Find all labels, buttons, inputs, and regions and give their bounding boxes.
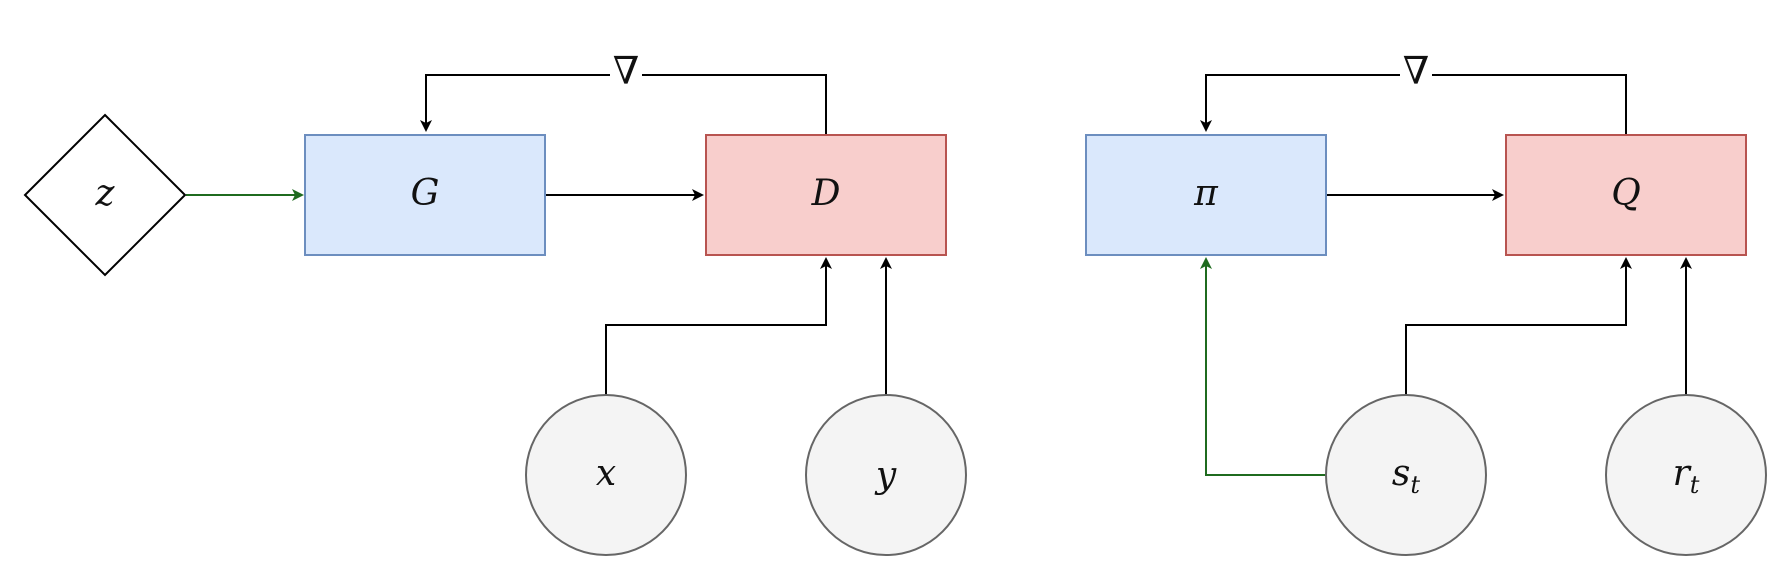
edge-gradient-d-to-g: [426, 74, 827, 134]
edge-gradient-q-to-pi: [1206, 74, 1627, 134]
generator-node: G: [304, 134, 546, 256]
reward-node: rt: [1605, 394, 1767, 556]
edge-state-to-pi: [1200, 257, 1326, 476]
latent-z-label: z: [95, 173, 116, 214]
policy-box: [1085, 134, 1327, 256]
input-y-label: y: [874, 455, 897, 496]
reward-circle: [1605, 394, 1767, 556]
input-y-node: y: [805, 394, 967, 556]
input-x-circle: [525, 394, 687, 556]
reward-label-base: r: [1673, 453, 1692, 494]
generator-box: [304, 134, 546, 256]
discriminator-node: D: [705, 134, 947, 256]
state-node: st: [1325, 394, 1487, 556]
rl-gradient-symbol: ∇: [1403, 49, 1430, 93]
gan-diagram: z G D x y ∇: [23, 49, 967, 556]
state-label: st: [1392, 453, 1420, 499]
generator-label: G: [411, 173, 440, 214]
edge-x-to-d: [605, 257, 832, 395]
state-label-base: s: [1392, 453, 1410, 494]
input-x-node: x: [525, 394, 687, 556]
latent-z-node: z: [23, 113, 187, 277]
gan-gradient-symbol: ∇: [613, 49, 640, 93]
reward-label-subscript: t: [1690, 471, 1700, 499]
critic-box: [1505, 134, 1747, 256]
discriminator-label: D: [811, 173, 841, 214]
state-circle: [1325, 394, 1487, 556]
latent-z-diamond: [23, 113, 187, 277]
edge-state-to-q: [1405, 257, 1632, 395]
actor-critic-diagram: π Q st rt ∇: [1085, 49, 1767, 556]
input-y-circle: [805, 394, 967, 556]
critic-node: Q: [1505, 134, 1747, 256]
critic-label: Q: [1611, 173, 1641, 214]
discriminator-box: [705, 134, 947, 256]
gan-edges: [186, 74, 892, 395]
policy-label: π: [1193, 173, 1219, 214]
state-label-subscript: t: [1410, 471, 1420, 499]
policy-node: π: [1085, 134, 1327, 256]
rl-edges: [1200, 74, 1692, 476]
input-x-label: x: [596, 453, 616, 494]
reward-label: rt: [1673, 453, 1700, 499]
